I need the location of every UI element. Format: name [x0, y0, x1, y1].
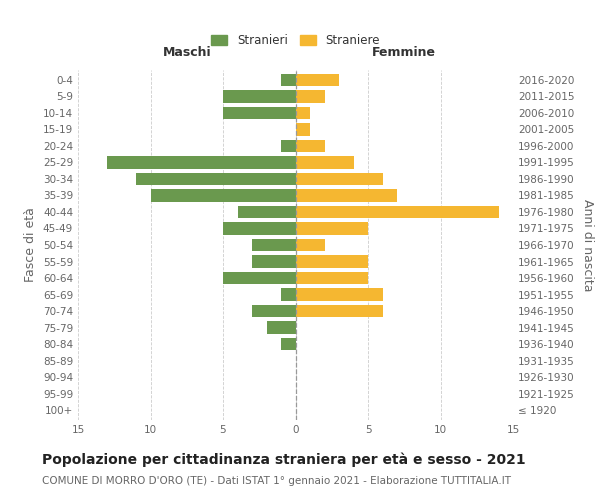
Bar [296, 305, 383, 317]
Bar [296, 74, 339, 86]
Bar [281, 338, 296, 350]
Bar [252, 256, 296, 268]
Bar [296, 90, 325, 102]
Bar [238, 206, 296, 218]
Bar [296, 239, 325, 251]
Bar [223, 272, 296, 284]
Bar [281, 140, 296, 152]
Bar [136, 173, 296, 185]
Text: COMUNE DI MORRO D'ORO (TE) - Dati ISTAT 1° gennaio 2021 - Elaborazione TUTTITALI: COMUNE DI MORRO D'ORO (TE) - Dati ISTAT … [42, 476, 511, 486]
Bar [296, 173, 383, 185]
Y-axis label: Fasce di età: Fasce di età [25, 208, 37, 282]
Bar [296, 288, 383, 300]
Bar [266, 322, 296, 334]
Y-axis label: Anni di nascita: Anni di nascita [581, 198, 594, 291]
Bar [296, 156, 353, 168]
Bar [252, 305, 296, 317]
Bar [151, 190, 296, 202]
Bar [281, 288, 296, 300]
Bar [223, 90, 296, 102]
Bar [296, 140, 325, 152]
Bar [223, 106, 296, 119]
Bar [296, 222, 368, 234]
Text: Popolazione per cittadinanza straniera per età e sesso - 2021: Popolazione per cittadinanza straniera p… [42, 452, 526, 467]
Bar [296, 123, 310, 136]
Bar [252, 239, 296, 251]
Bar [296, 206, 499, 218]
Legend: Stranieri, Straniere: Stranieri, Straniere [208, 30, 383, 50]
Bar [296, 106, 310, 119]
Bar [281, 74, 296, 86]
Bar [107, 156, 296, 168]
Bar [296, 190, 397, 202]
Text: Maschi: Maschi [163, 46, 211, 60]
Text: Femmine: Femmine [372, 46, 436, 60]
Bar [223, 222, 296, 234]
Bar [296, 256, 368, 268]
Bar [296, 272, 368, 284]
